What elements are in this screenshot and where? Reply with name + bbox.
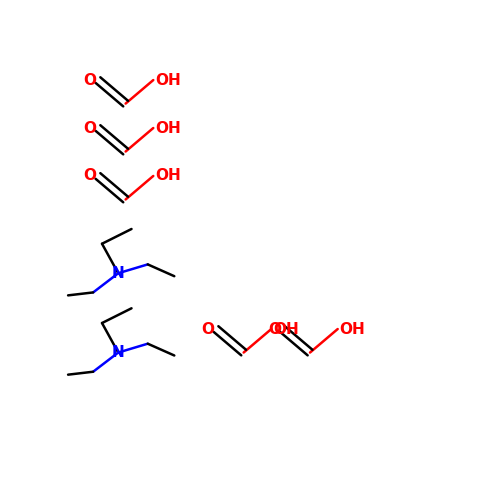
Text: N: N (112, 266, 125, 281)
Text: OH: OH (155, 169, 181, 183)
Text: OH: OH (155, 73, 181, 88)
Text: OH: OH (155, 121, 181, 136)
Text: O: O (83, 121, 96, 136)
Text: O: O (268, 321, 281, 337)
Text: OH: OH (273, 321, 298, 337)
Text: O: O (202, 321, 215, 337)
Text: OH: OH (339, 321, 365, 337)
Text: O: O (83, 169, 96, 183)
Text: N: N (112, 345, 125, 360)
Text: O: O (83, 73, 96, 88)
